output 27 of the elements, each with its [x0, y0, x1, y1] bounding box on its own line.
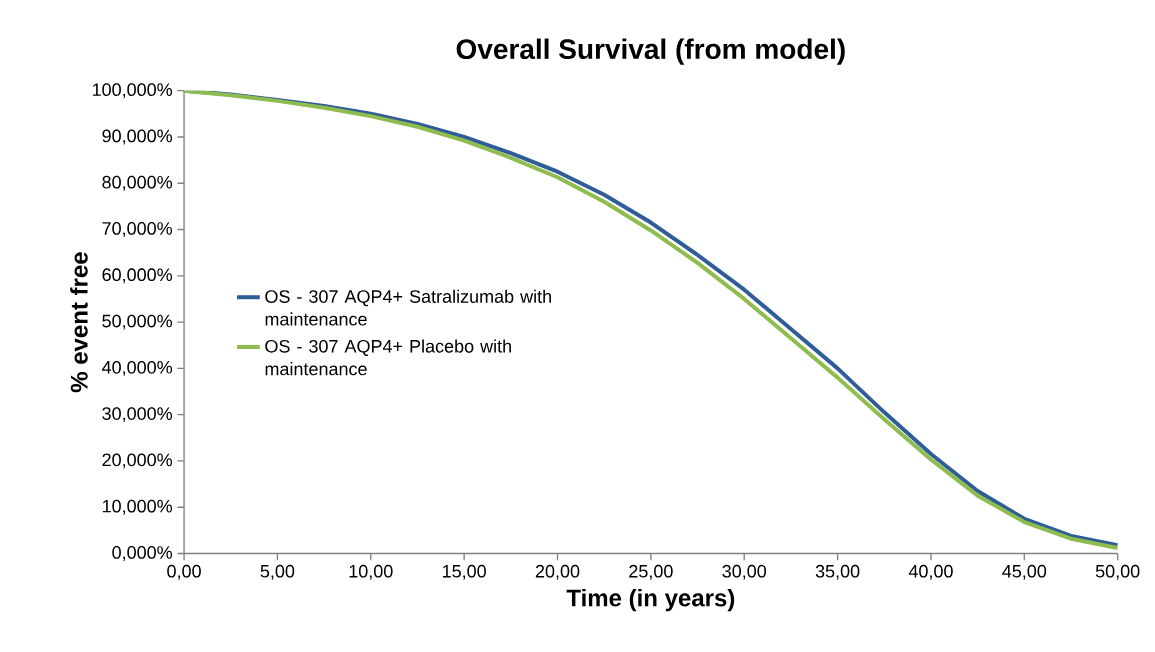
legend-label: OS - 307 AQP4+ Satralizumab with maintenance: [265, 289, 551, 326]
x-tick-label: 10,00: [349, 564, 393, 580]
x-axis-title: Time (in years): [566, 588, 735, 612]
y-tick-label: 50,000%: [102, 314, 173, 330]
x-tick-label: 15,00: [442, 564, 486, 580]
x-tick-label: 20,00: [535, 564, 580, 580]
y-tick-label: 90,000%: [102, 129, 173, 145]
y-tick-label: 0,000%: [112, 545, 173, 561]
chart-title: Overall Survival (from model): [456, 38, 845, 65]
y-tick-label: 80,000%: [102, 175, 173, 191]
y-axis-title: % event free: [70, 252, 88, 393]
x-tick-label: 45,00: [1002, 564, 1047, 580]
y-tick-label: 60,000%: [102, 268, 173, 284]
x-tick-label: 50,00: [1095, 564, 1140, 580]
x-tick-label: 25,00: [629, 564, 673, 580]
y-tick-label: 40,000%: [102, 360, 173, 376]
y-tick-label: 100,000%: [92, 83, 173, 99]
x-tick-label: 30,00: [722, 564, 767, 580]
x-tick-label: 40,00: [908, 564, 953, 580]
y-tick-label: 10,000%: [102, 499, 173, 515]
y-tick-label: 20,000%: [102, 453, 173, 469]
y-tick-label: 70,000%: [102, 222, 173, 237]
y-tick-label: 30,000%: [102, 407, 173, 422]
x-tick-label: 5,00: [260, 564, 295, 580]
x-tick-label: 35,00: [815, 564, 860, 580]
legend-label: OS - 307 AQP4+ Placebo with maintenance: [265, 339, 511, 376]
x-tick-label: 0,00: [167, 564, 201, 580]
